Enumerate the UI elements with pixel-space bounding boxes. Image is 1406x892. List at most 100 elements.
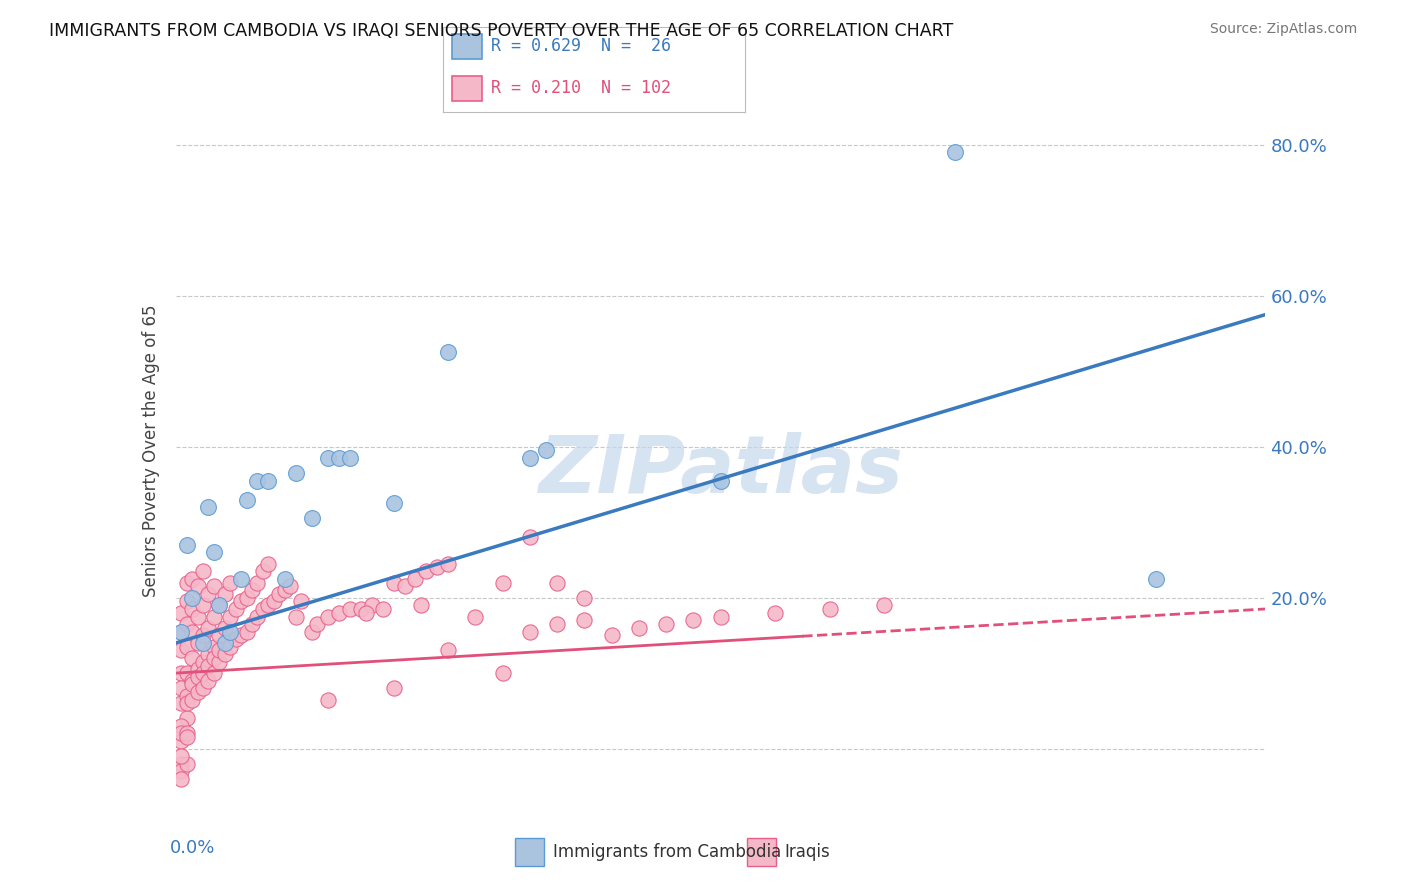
Point	[252, 564, 274, 578]
Point	[208, 598, 231, 612]
Point	[290, 594, 312, 608]
Text: R = 0.210  N = 102: R = 0.210 N = 102	[491, 79, 671, 97]
Point	[492, 575, 515, 590]
Point	[219, 640, 242, 654]
Point	[202, 579, 225, 593]
Text: Iraqis: Iraqis	[785, 843, 831, 861]
Point	[246, 474, 269, 488]
Point	[219, 609, 242, 624]
Point	[181, 602, 204, 616]
Point	[181, 673, 204, 688]
Point	[202, 640, 225, 654]
Point	[415, 564, 437, 578]
Point	[339, 602, 361, 616]
Point	[763, 606, 786, 620]
Point	[176, 666, 198, 681]
Point	[246, 609, 269, 624]
Point	[339, 450, 361, 465]
Point	[181, 591, 204, 605]
Bar	[451, 34, 482, 59]
Bar	[451, 76, 482, 102]
Point	[710, 474, 733, 488]
Point	[202, 609, 225, 624]
Point	[710, 609, 733, 624]
Point	[534, 443, 557, 458]
Point	[191, 564, 214, 578]
Point	[257, 598, 280, 612]
Point	[197, 658, 219, 673]
Point	[240, 617, 263, 632]
Point	[208, 628, 231, 642]
Point	[307, 617, 329, 632]
Point	[208, 643, 231, 657]
Point	[263, 594, 285, 608]
Point	[225, 602, 247, 616]
Text: IMMIGRANTS FROM CAMBODIA VS IRAQI SENIORS POVERTY OVER THE AGE OF 65 CORRELATION: IMMIGRANTS FROM CAMBODIA VS IRAQI SENIOR…	[49, 22, 953, 40]
Point	[191, 666, 214, 681]
Point	[426, 560, 449, 574]
Point	[437, 345, 460, 359]
Point	[186, 609, 209, 624]
Point	[197, 647, 219, 661]
Point	[208, 598, 231, 612]
Point	[219, 575, 242, 590]
Point	[181, 572, 204, 586]
Point	[176, 640, 198, 654]
Point	[170, 624, 193, 639]
Point	[464, 609, 486, 624]
Point	[181, 692, 204, 706]
Point	[546, 617, 568, 632]
Point	[818, 602, 841, 616]
Point	[170, 624, 193, 639]
Point	[574, 613, 596, 627]
Point	[284, 609, 307, 624]
Point	[176, 538, 198, 552]
Point	[246, 575, 269, 590]
Point	[382, 575, 405, 590]
Point	[202, 651, 225, 665]
Point	[191, 681, 214, 696]
Point	[371, 602, 394, 616]
Point	[197, 621, 219, 635]
Point	[437, 643, 460, 657]
Point	[170, 643, 193, 657]
Point	[600, 628, 623, 642]
Y-axis label: Seniors Poverty Over the Age of 65: Seniors Poverty Over the Age of 65	[142, 304, 160, 597]
Point	[191, 636, 214, 650]
Point	[170, 681, 193, 696]
Point	[186, 636, 209, 650]
Point	[170, 756, 193, 771]
Point	[437, 557, 460, 571]
Bar	[515, 838, 544, 866]
Point	[318, 450, 340, 465]
Point	[257, 557, 280, 571]
Point	[574, 591, 596, 605]
Point	[202, 545, 225, 559]
Point	[208, 655, 231, 669]
Point	[235, 624, 257, 639]
Point	[170, 719, 193, 733]
Point	[231, 628, 253, 642]
Point	[519, 450, 541, 465]
Point	[274, 572, 297, 586]
Point	[176, 689, 198, 703]
Point	[492, 666, 515, 681]
Text: Source: ZipAtlas.com: Source: ZipAtlas.com	[1209, 22, 1357, 37]
Point	[240, 583, 263, 598]
Point	[350, 602, 373, 616]
Point	[235, 492, 257, 507]
Point	[202, 666, 225, 681]
Point	[235, 591, 257, 605]
Text: Immigrants from Cambodia: Immigrants from Cambodia	[553, 843, 780, 861]
Point	[186, 670, 209, 684]
Point	[943, 145, 966, 160]
Point	[382, 496, 405, 510]
Point	[873, 598, 896, 612]
Point	[176, 731, 198, 745]
Point	[328, 450, 350, 465]
Point	[186, 685, 209, 699]
Point	[405, 572, 427, 586]
Text: 0.0%: 0.0%	[170, 838, 215, 856]
Point	[284, 466, 307, 480]
Point	[318, 609, 340, 624]
